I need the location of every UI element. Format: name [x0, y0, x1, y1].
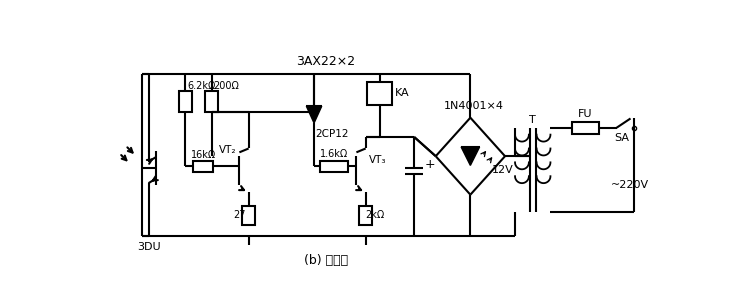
Text: 2kΩ: 2kΩ [365, 211, 384, 220]
Text: (b) 电路二: (b) 电路二 [303, 254, 348, 267]
Bar [206, 91, 218, 112]
Bar [367, 81, 392, 105]
Text: 3DU: 3DU [137, 242, 160, 252]
Bar [243, 206, 255, 225]
Text: FU: FU [578, 109, 592, 119]
Bar [180, 91, 191, 112]
Text: 2CP12: 2CP12 [315, 129, 349, 139]
Text: ~220V: ~220V [611, 181, 649, 190]
Polygon shape [461, 147, 479, 165]
Text: 3AX22×2: 3AX22×2 [296, 55, 355, 68]
Text: 16kΩ: 16kΩ [191, 150, 216, 160]
Bar [572, 122, 599, 134]
Text: 1N4001×4: 1N4001×4 [444, 101, 505, 111]
Text: 200Ω: 200Ω [213, 81, 239, 91]
Text: VT₂: VT₂ [219, 145, 236, 155]
Text: SA: SA [614, 134, 629, 143]
Polygon shape [306, 106, 322, 123]
Text: VT₃: VT₃ [369, 155, 387, 165]
Text: 27: 27 [233, 211, 246, 220]
Text: +: + [425, 158, 436, 171]
Text: 12V: 12V [492, 165, 513, 175]
Text: 1.6kΩ: 1.6kΩ [320, 149, 348, 159]
Bar [193, 161, 213, 172]
Text: KA: KA [395, 88, 410, 98]
Text: 6.2kΩ: 6.2kΩ [187, 81, 215, 91]
Bar [321, 161, 348, 172]
Bar [359, 206, 372, 225]
Text: T: T [529, 115, 536, 125]
